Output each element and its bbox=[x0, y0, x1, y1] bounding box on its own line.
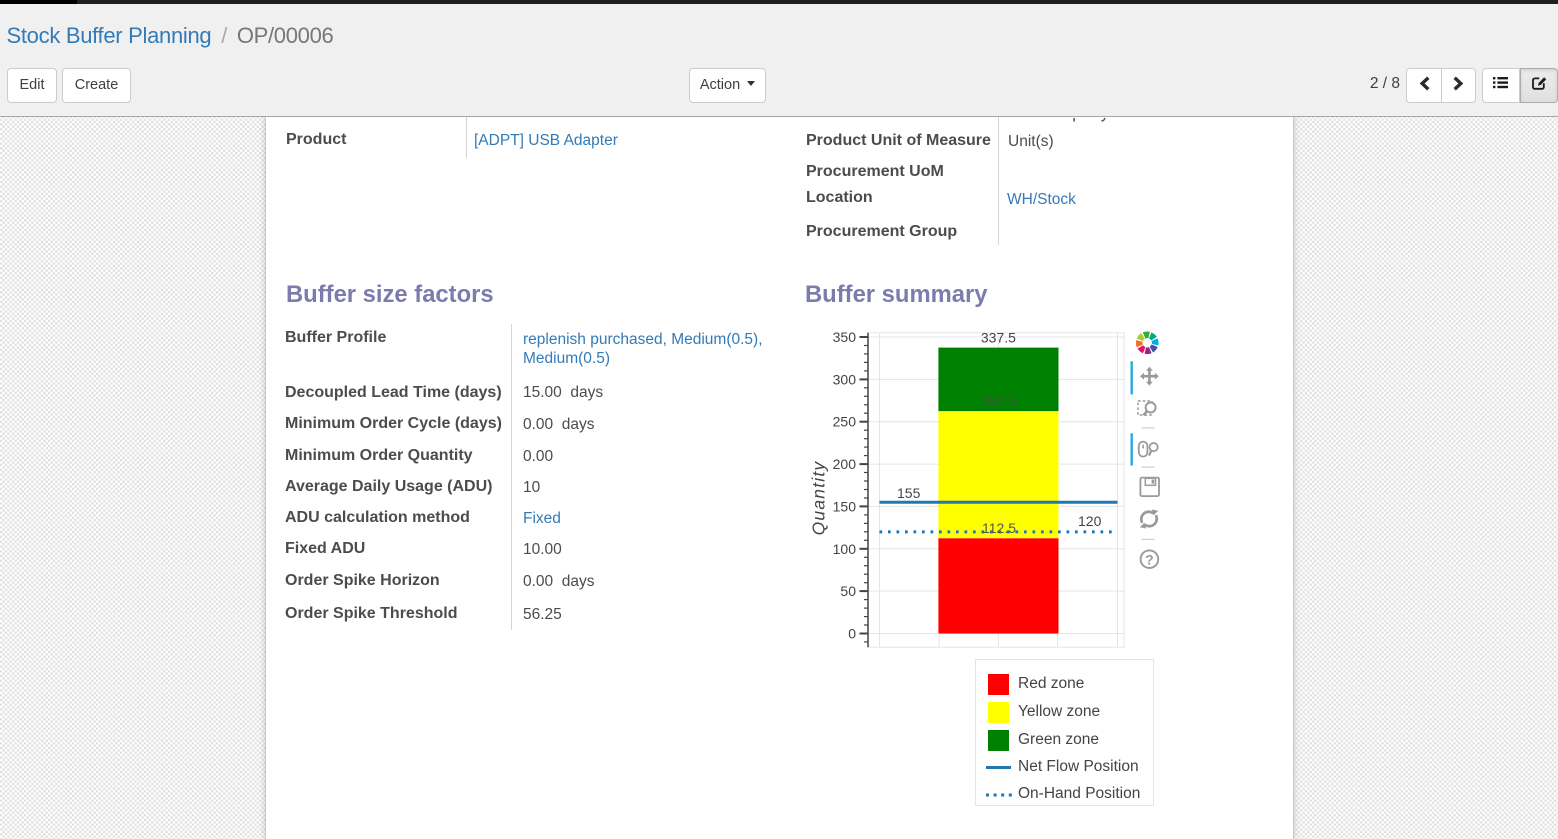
svg-text:155: 155 bbox=[897, 485, 921, 501]
svg-text:120: 120 bbox=[1078, 513, 1102, 529]
svg-text:Quantity: Quantity bbox=[809, 461, 829, 536]
svg-text:150: 150 bbox=[833, 498, 857, 514]
svg-text:?: ? bbox=[1145, 551, 1154, 567]
svg-text:250: 250 bbox=[833, 414, 857, 430]
svg-text:100: 100 bbox=[833, 541, 857, 557]
svg-text:262.5: 262.5 bbox=[981, 393, 1016, 409]
svg-text:200: 200 bbox=[833, 456, 857, 472]
svg-text:0: 0 bbox=[848, 626, 856, 642]
svg-text:350: 350 bbox=[833, 329, 857, 345]
svg-text:112.5: 112.5 bbox=[982, 520, 1016, 536]
svg-text:50: 50 bbox=[840, 583, 856, 599]
svg-text:337.5: 337.5 bbox=[981, 330, 1016, 346]
svg-text:300: 300 bbox=[833, 371, 857, 387]
